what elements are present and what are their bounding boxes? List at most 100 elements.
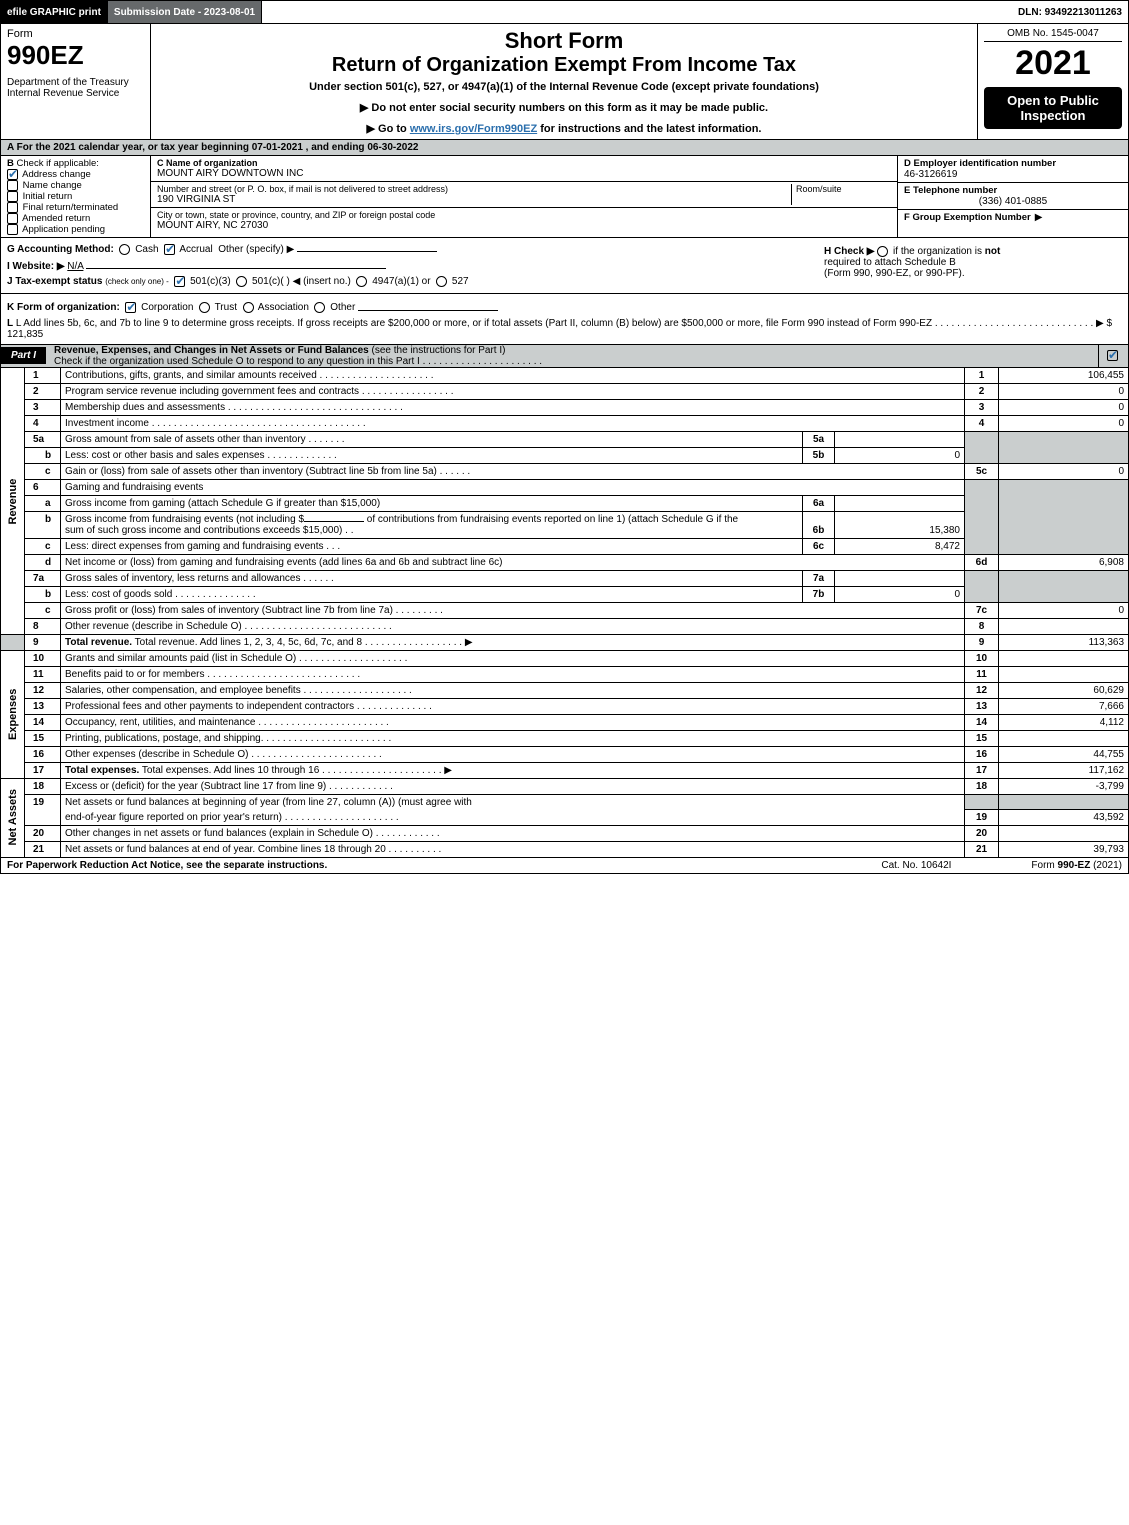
rn1: 1 — [965, 368, 999, 384]
mv7a — [835, 570, 965, 586]
rn18: 18 — [965, 778, 999, 794]
j-sub: (check only one) - — [105, 277, 169, 286]
n8: 8 — [25, 618, 61, 634]
n21: 21 — [25, 842, 61, 858]
radio-association[interactable] — [243, 302, 254, 313]
part1-header: Part I Revenue, Expenses, and Changes in… — [0, 345, 1129, 368]
instr-goto-pre: ▶ Go to — [367, 123, 410, 135]
rn5c: 5c — [965, 463, 999, 479]
mn5a: 5a — [803, 431, 835, 447]
rn10: 10 — [965, 650, 999, 666]
public-inspection-badge: Open to Public Inspection — [984, 87, 1122, 129]
efile-print[interactable]: efile GRAPHIC print — [1, 1, 108, 23]
check-amended-return[interactable] — [7, 213, 18, 224]
rn4: 4 — [965, 415, 999, 431]
row-1: Revenue 1 Contributions, gifts, grants, … — [1, 368, 1129, 384]
radio-4947[interactable] — [356, 276, 367, 287]
instr-no-ssn: ▶ Do not enter social security numbers o… — [159, 101, 969, 114]
amt21: 39,793 — [999, 842, 1129, 858]
radio-other[interactable] — [314, 302, 325, 313]
d5b: Less: cost or other basis and sales expe… — [61, 447, 803, 463]
row-8: 8 Other revenue (describe in Schedule O)… — [1, 618, 1129, 634]
amt18: -3,799 — [999, 778, 1129, 794]
rn19: 19 — [965, 810, 999, 826]
shade-6 — [965, 479, 999, 554]
kl-block: K Form of organization: Corporation Trus… — [0, 294, 1129, 344]
d6c: Less: direct expenses from gaming and fu… — [61, 538, 803, 554]
n7c: c — [25, 602, 61, 618]
amt3: 0 — [999, 399, 1129, 415]
n6a: a — [25, 495, 61, 511]
form-number: 990EZ — [7, 40, 144, 71]
radio-h[interactable] — [877, 246, 888, 257]
check-501c3[interactable] — [174, 276, 185, 287]
amt5c: 0 — [999, 463, 1129, 479]
shade-19 — [965, 794, 999, 810]
website-blank — [86, 268, 386, 269]
h-post: if the organization is — [893, 246, 985, 257]
bcdef-row: B Check if applicable: Address change Na… — [0, 156, 1129, 238]
d10: Grants and similar amounts paid (list in… — [61, 650, 965, 666]
d19a: Net assets or fund balances at beginning… — [61, 794, 965, 810]
top-bar: efile GRAPHIC print Submission Date - 20… — [0, 0, 1129, 24]
row-6d: d Net income or (loss) from gaming and f… — [1, 554, 1129, 570]
f-label: F Group Exemption Number — [904, 212, 1031, 223]
radio-cash[interactable] — [119, 244, 130, 255]
amt10 — [999, 650, 1129, 666]
n9: 9 — [25, 634, 61, 650]
h-box: H Check ▶ if the organization is not req… — [822, 244, 1122, 281]
mv5a — [835, 431, 965, 447]
d6d: Net income or (loss) from gaming and fun… — [61, 554, 965, 570]
mn6c: 6c — [803, 538, 835, 554]
check-address-change[interactable] — [7, 169, 18, 180]
check-name-change[interactable] — [7, 180, 18, 191]
d16: Other expenses (describe in Schedule O) … — [61, 746, 965, 762]
row-3: 3 Membership dues and assessments . . . … — [1, 399, 1129, 415]
form-header: Form 990EZ Department of the Treasury In… — [0, 24, 1129, 140]
k-other-blank[interactable] — [358, 310, 498, 311]
rn14: 14 — [965, 714, 999, 730]
check-final-return[interactable] — [7, 202, 18, 213]
n6b: b — [25, 511, 61, 538]
n14: 14 — [25, 714, 61, 730]
n7b: b — [25, 586, 61, 602]
amt2: 0 — [999, 383, 1129, 399]
check-initial-return[interactable] — [7, 191, 18, 202]
radio-trust[interactable] — [199, 302, 210, 313]
radio-527[interactable] — [436, 276, 447, 287]
d12: Salaries, other compensation, and employ… — [61, 682, 965, 698]
amt14: 4,112 — [999, 714, 1129, 730]
check-application-pending[interactable] — [7, 224, 18, 235]
ghi-block: G Accounting Method: Cash Accrual Other … — [0, 238, 1129, 294]
part1-checkbox[interactable] — [1107, 350, 1118, 361]
part1-sub2: Check if the organization used Schedule … — [54, 356, 542, 367]
rn16: 16 — [965, 746, 999, 762]
amt6d: 6,908 — [999, 554, 1129, 570]
d3: Membership dues and assessments . . . . … — [61, 399, 965, 415]
radio-accrual[interactable] — [164, 244, 175, 255]
n6: 6 — [25, 479, 61, 495]
n17: 17 — [25, 762, 61, 778]
mv7b: 0 — [835, 586, 965, 602]
d7a: Gross sales of inventory, less returns a… — [61, 570, 803, 586]
main-table: Revenue 1 Contributions, gifts, grants, … — [0, 368, 1129, 859]
section-b: B Check if applicable: Address change Na… — [1, 156, 151, 237]
n3: 3 — [25, 399, 61, 415]
website-value: N/A — [67, 261, 83, 272]
radio-501c[interactable] — [236, 276, 247, 287]
g-other-blank[interactable] — [297, 251, 437, 252]
rn9: 9 — [965, 634, 999, 650]
mv6a — [835, 495, 965, 511]
rn6d: 6d — [965, 554, 999, 570]
k-other: Other — [330, 303, 355, 314]
d18: Excess or (deficit) for the year (Subtra… — [61, 778, 965, 794]
section-c: C Name of organization MOUNT AIRY DOWNTO… — [151, 156, 898, 237]
n4: 4 — [25, 415, 61, 431]
check-corporation[interactable] — [125, 302, 136, 313]
d6: Gaming and fundraising events — [61, 479, 965, 495]
amt13: 7,666 — [999, 698, 1129, 714]
org-name: MOUNT AIRY DOWNTOWN INC — [157, 168, 891, 179]
tax-year: 2021 — [984, 44, 1122, 83]
row-15: 15 Printing, publications, postage, and … — [1, 730, 1129, 746]
irs-link[interactable]: www.irs.gov/Form990EZ — [410, 123, 537, 135]
